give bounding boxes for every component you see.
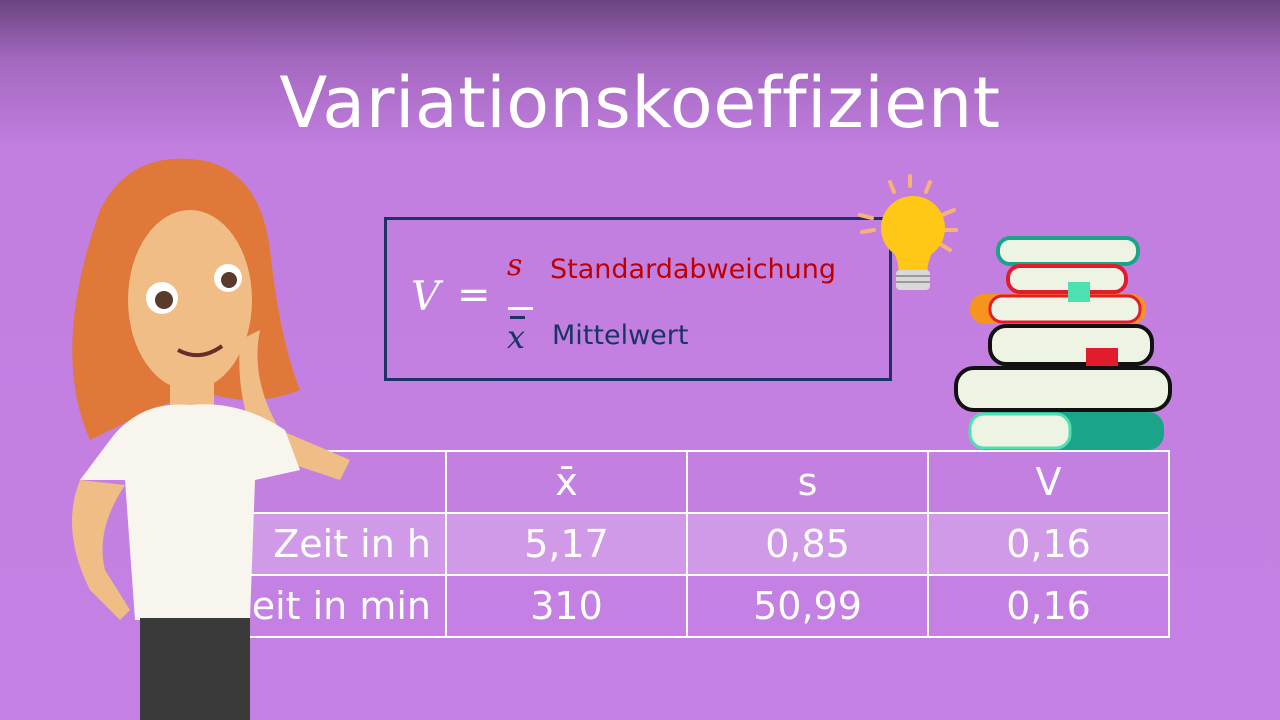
- table-cell: 310: [445, 574, 688, 638]
- table-header-row: x̄ s V: [190, 450, 1170, 514]
- page-title: Variationskoeffizient: [279, 62, 1001, 144]
- formula-v: V: [411, 274, 440, 320]
- table-cell: 0,16: [927, 512, 1170, 576]
- denominator-label: Mittelwert: [552, 320, 689, 351]
- formula-denominator: x: [507, 316, 526, 356]
- fraction-bar: [508, 307, 533, 310]
- table-header-cell: V: [927, 450, 1170, 514]
- book-stack-icon: [954, 236, 1172, 450]
- lightbulb-icon: [858, 174, 958, 290]
- table-header-cell: x̄: [445, 450, 688, 514]
- numerator-label: Standardabweichung: [550, 254, 837, 285]
- table-cell: 5,17: [445, 512, 688, 576]
- table-cell: 0,16: [927, 574, 1170, 638]
- table-header-cell: s: [686, 450, 929, 514]
- teacher-character: [72, 158, 350, 720]
- formula-equals: =: [457, 272, 491, 318]
- table-cell: 0,85: [686, 512, 929, 576]
- table-cell: 50,99: [686, 574, 929, 638]
- table-row: Zeit in min 310 50,99 0,16: [190, 574, 1170, 638]
- formula-box: V = s x Standardabweichung Mittelwert: [384, 217, 892, 381]
- formula-numerator: s: [507, 248, 523, 283]
